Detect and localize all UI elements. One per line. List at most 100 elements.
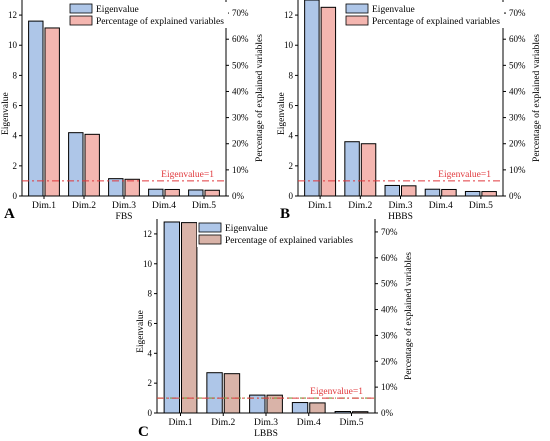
bar-percentage: [85, 134, 99, 196]
bar-eigenvalue: [149, 189, 163, 196]
left-tick-label: 2: [289, 161, 294, 171]
bar-percentage: [45, 28, 59, 196]
y-axis-label: Eigenvalue: [136, 310, 146, 353]
y-axis-label: Eigenvalue: [1, 92, 11, 135]
left-tick-label: 10: [143, 259, 153, 269]
right-tick-label: 20%: [232, 139, 249, 149]
bar-eigenvalue: [345, 142, 359, 196]
legend-label-eigenvalue: Eigenvalue: [96, 5, 139, 15]
left-tick-label: 12: [284, 10, 293, 20]
left-tick-label: 0: [289, 191, 294, 201]
right-tick-label: 40%: [232, 86, 249, 96]
legend-swatch-eigenvalue: [346, 4, 368, 13]
x-tick-label: Dim.1: [169, 418, 193, 428]
right-tick-label: 60%: [381, 253, 398, 263]
y2-axis-label: Percentage of explained variables: [403, 252, 414, 380]
left-tick-label: 8: [148, 289, 153, 299]
bar-eigenvalue: [189, 190, 203, 196]
left-tick-label: 12: [8, 10, 17, 20]
panel-letter: B: [280, 206, 290, 222]
y2-axis-label: Percentage of explained variables: [531, 34, 542, 162]
panel-b: 0 2 4 6 8 10 12 0% 10% 20% 30% 40% 50% 60% 70% Dim.1 Dim…: [277, 0, 542, 222]
bar-percentage: [482, 192, 496, 196]
bar-percentage: [165, 189, 179, 196]
right-tick-label: 20%: [381, 356, 398, 366]
bar-percentage: [205, 190, 219, 196]
right-tick-label: 50%: [232, 60, 249, 70]
x-tick-label: Dim.2: [72, 201, 96, 211]
panel-c: 0 2 4 6 8 10 12 0% 10% 20% 30% 40% 50% 60% 70% Dim.1 Dim…: [136, 219, 414, 440]
right-tick-label: 60%: [232, 34, 249, 44]
right-tick-label: 70%: [381, 227, 398, 237]
right-tick-label: 0%: [509, 191, 522, 201]
x-axis-label: LBBS: [254, 429, 278, 439]
x-tick-label: Dim.2: [211, 418, 235, 428]
right-tick-label: 70%: [509, 8, 526, 18]
right-tick-label: 30%: [509, 113, 526, 123]
x-tick-label: Dim.5: [339, 418, 363, 428]
x-tick-label: Dim.1: [32, 201, 56, 211]
bar-eigenvalue: [425, 189, 439, 196]
x-tick-label: Dim.3: [112, 201, 136, 211]
bar-percentage: [321, 7, 335, 196]
left-tick-label: 6: [148, 318, 153, 328]
legend-swatch-eigenvalue: [199, 223, 221, 232]
legend-swatch-percentage: [199, 235, 221, 244]
x-tick-label: Dim.4: [152, 201, 176, 211]
legend-label-percentage: Percentage of explained variables: [225, 235, 353, 246]
left-tick-label: 0: [148, 408, 153, 418]
bar-percentage: [310, 403, 325, 413]
bar-percentage: [125, 179, 139, 196]
right-tick-label: 30%: [232, 113, 249, 123]
left-tick-label: 4: [13, 131, 18, 141]
left-tick-label: 4: [148, 348, 153, 358]
bar-percentage: [361, 144, 375, 196]
x-tick-label: Dim.3: [388, 201, 412, 211]
x-tick-label: Dim.5: [469, 201, 493, 211]
right-tick-label: 70%: [232, 8, 249, 18]
left-tick-label: 8: [13, 70, 18, 80]
left-tick-label: 0: [13, 191, 18, 201]
legend-label-percentage: Percentage of explained variables: [372, 16, 500, 27]
bar-percentage: [352, 412, 367, 413]
bar-eigenvalue: [292, 403, 307, 413]
x-axis-label: HBBS: [388, 212, 413, 222]
x-tick-label: Dim.1: [308, 201, 332, 211]
x-axis-label: FBS: [116, 212, 133, 222]
threshold-label: Eigenvalue=1: [310, 387, 363, 397]
bar-eigenvalue: [29, 21, 43, 196]
left-tick-label: 12: [143, 229, 152, 239]
x-tick-label: Dim.5: [192, 201, 216, 211]
bar-eigenvalue: [335, 412, 350, 413]
legend-label-eigenvalue: Eigenvalue: [372, 5, 415, 15]
bar-eigenvalue: [305, 0, 319, 196]
right-tick-label: 50%: [381, 279, 398, 289]
y2-axis-label: Percentage of explained variables: [254, 34, 265, 162]
bar-eigenvalue: [207, 373, 222, 413]
threshold-label: Eigenvalue=1: [438, 170, 491, 180]
right-tick-label: 50%: [509, 60, 526, 70]
legend-swatch-percentage: [70, 16, 92, 25]
left-tick-label: 6: [13, 101, 18, 111]
right-tick-label: 40%: [509, 86, 526, 96]
right-tick-label: 0%: [232, 191, 245, 201]
panel-a: 0 2 4 6 8 10 12 0% 10% 20% 30% 40% 50% 60% 70% Dim.1 Dim…: [1, 0, 265, 222]
right-tick-label: 0%: [381, 408, 394, 418]
bar-eigenvalue: [69, 133, 83, 196]
bar-eigenvalue: [385, 185, 399, 196]
legend-swatch-percentage: [346, 16, 368, 25]
bar-eigenvalue: [465, 191, 479, 196]
right-tick-label: 10%: [232, 165, 249, 175]
legend: EigenvaluePercentage of explained variab…: [344, 2, 504, 28]
legend-label-eigenvalue: Eigenvalue: [225, 224, 268, 234]
x-tick-label: Dim.4: [297, 418, 321, 428]
bar-eigenvalue: [164, 222, 179, 413]
bar-percentage: [224, 374, 239, 413]
right-tick-label: 30%: [381, 330, 398, 340]
right-tick-label: 20%: [509, 139, 526, 149]
legend-swatch-eigenvalue: [70, 4, 92, 13]
bar-percentage: [402, 186, 416, 196]
y-axis-label: Eigenvalue: [277, 92, 287, 135]
x-tick-label: Dim.3: [254, 418, 278, 428]
